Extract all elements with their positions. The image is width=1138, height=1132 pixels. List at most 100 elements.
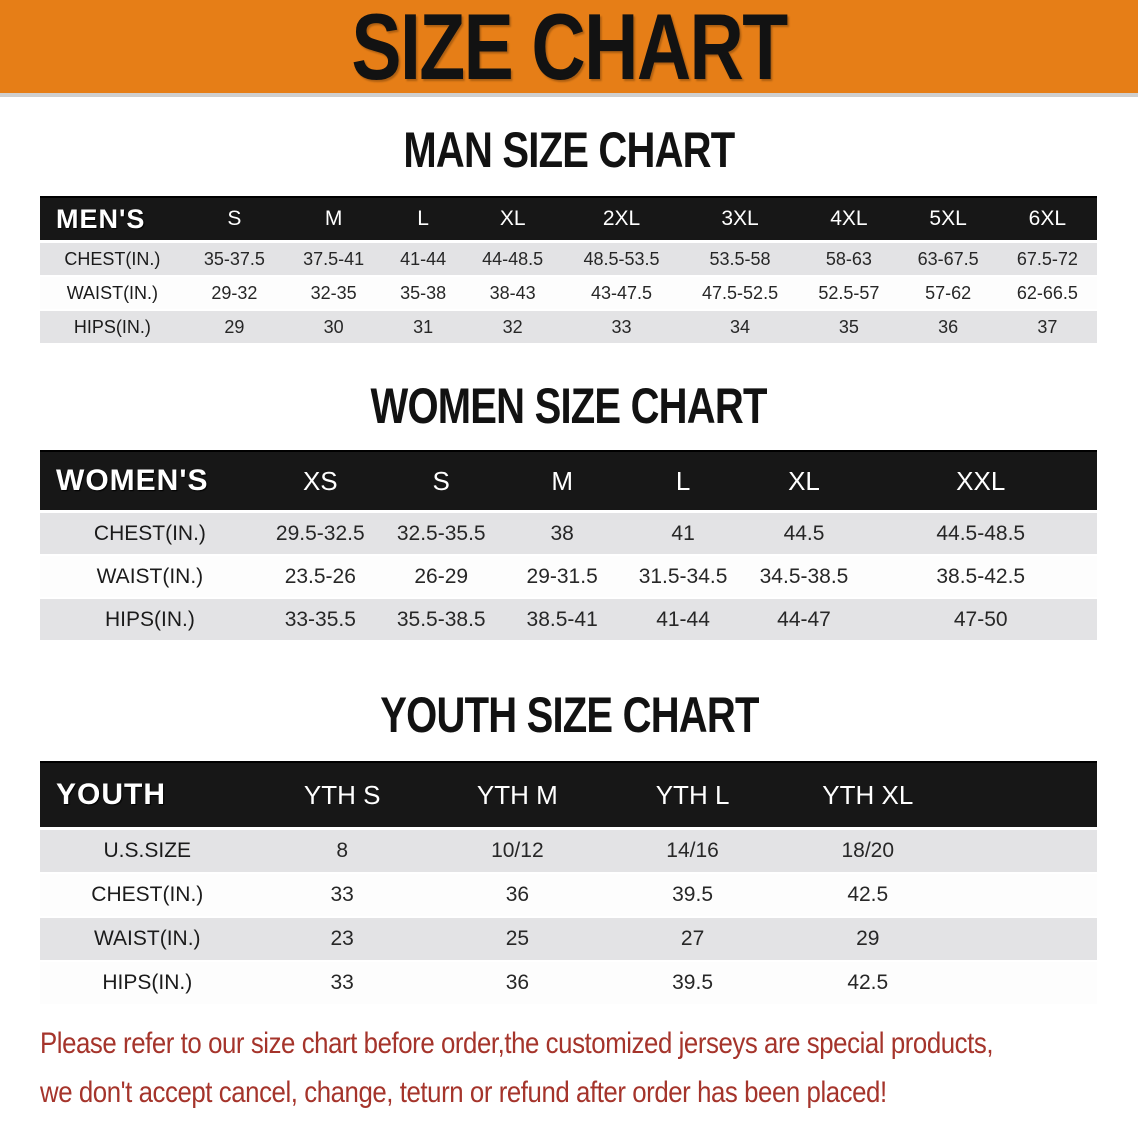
banner: SIZE CHART	[0, 0, 1138, 97]
size-value-cell: 29	[780, 918, 956, 962]
size-column-header: YTH XL	[780, 761, 956, 830]
size-value-cell: 25	[429, 918, 605, 962]
table-row: WAIST(IN.) 29-32 32-35 35-38 38-43 43-47.5 47.…	[40, 277, 1097, 311]
youth-chart-title: YOUTH SIZE CHART	[379, 687, 759, 743]
size-value-cell: 35-38	[383, 277, 464, 311]
size-column-header: 5XL	[898, 196, 998, 243]
size-column-header: 6XL	[997, 196, 1097, 243]
size-value-cell: 32-35	[284, 277, 384, 311]
size-value-cell: 52.5-57	[799, 277, 899, 311]
youth-table-corner-label: YOUTH	[40, 761, 255, 830]
size-value-cell: 32.5-35.5	[380, 513, 502, 556]
size-value-cell: 36	[898, 311, 998, 345]
men-size-chart-section: MAN SIZE CHART MEN'S S M L XL 2XL 3XL 4XL 5XL 6X…	[0, 123, 1138, 345]
size-value-cell: 33	[254, 874, 430, 918]
men-table-corner-label: MEN'S	[40, 196, 185, 243]
disclaimer: Please refer to our size chart before or…	[40, 1022, 1138, 1120]
size-value-cell: 63-67.5	[898, 243, 998, 277]
size-value-cell: 31	[383, 311, 464, 345]
row-label: HIPS(IN.)	[40, 962, 255, 1006]
size-value-cell: 33	[562, 311, 681, 345]
size-column-header: 4XL	[799, 196, 899, 243]
size-value-cell: 34.5-38.5	[743, 556, 865, 599]
table-row: CHEST(IN.) 33 36 39.5 42.5	[40, 874, 1097, 918]
size-value-cell: 44-47	[743, 599, 865, 642]
size-value-cell: 29.5-32.5	[259, 513, 381, 556]
size-value-cell: 44.5	[743, 513, 865, 556]
size-column-header: M	[501, 450, 623, 513]
row-label: CHEST(IN.)	[40, 874, 255, 918]
men-chart-title: MAN SIZE CHART	[403, 122, 735, 178]
size-value-cell: 47.5-52.5	[680, 277, 800, 311]
size-column-header: YTH M	[429, 761, 605, 830]
size-column-header: S	[184, 196, 284, 243]
table-header-row: WOMEN'S XS S M L XL XXL	[40, 450, 1097, 513]
size-value-cell: 42.5	[780, 962, 956, 1006]
women-chart-title: WOMEN SIZE CHART	[370, 378, 768, 434]
table-header-row: MEN'S S M L XL 2XL 3XL 4XL 5XL 6XL	[40, 196, 1097, 243]
disclaimer-line-2: we don't accept cancel, change, teturn o…	[40, 1076, 887, 1109]
size-value-cell: 35-37.5	[184, 243, 284, 277]
size-value-cell: 18/20	[780, 830, 956, 874]
spacer-cell	[955, 874, 1097, 918]
size-value-cell: 62-66.5	[997, 277, 1097, 311]
spacer-cell	[955, 918, 1097, 962]
size-value-cell: 10/12	[429, 830, 605, 874]
row-label: WAIST(IN.)	[40, 556, 260, 599]
size-column-header: 2XL	[562, 196, 681, 243]
row-label: HIPS(IN.)	[40, 599, 260, 642]
row-label: HIPS(IN.)	[40, 311, 185, 345]
row-label: CHEST(IN.)	[40, 513, 260, 556]
size-value-cell: 29	[184, 311, 284, 345]
youth-size-chart-section: YOUTH SIZE CHART YOUTH YTH S YTH M YTH L YT…	[0, 688, 1138, 1006]
size-value-cell: 14/16	[604, 830, 781, 874]
size-column-header: YTH S	[254, 761, 430, 830]
size-value-cell: 33	[254, 962, 430, 1006]
size-value-cell: 29-32	[184, 277, 284, 311]
row-label: U.S.SIZE	[40, 830, 255, 874]
size-value-cell: 23.5-26	[259, 556, 381, 599]
size-value-cell: 53.5-58	[680, 243, 800, 277]
size-value-cell: 35	[799, 311, 899, 345]
size-column-header: L	[622, 450, 744, 513]
size-value-cell: 41	[622, 513, 744, 556]
disclaimer-line-1: Please refer to our size chart before or…	[40, 1027, 994, 1060]
page-title: SIZE CHART	[351, 0, 788, 99]
table-row: U.S.SIZE 8 10/12 14/16 18/20	[40, 830, 1097, 874]
size-value-cell: 37	[997, 311, 1097, 345]
table-row: HIPS(IN.) 29 30 31 32 33 34 35 36 37	[40, 311, 1097, 345]
size-value-cell: 47-50	[864, 599, 1097, 642]
size-value-cell: 44.5-48.5	[864, 513, 1097, 556]
table-row: CHEST(IN.) 29.5-32.5 32.5-35.5 38 41 44.5 44.5…	[40, 513, 1097, 556]
size-value-cell: 58-63	[799, 243, 899, 277]
size-value-cell: 42.5	[780, 874, 956, 918]
spacer-cell	[955, 761, 1097, 830]
table-row: CHEST(IN.) 35-37.5 37.5-41 41-44 44-48.5 48.5…	[40, 243, 1097, 277]
size-value-cell: 67.5-72	[997, 243, 1097, 277]
size-value-cell: 41-44	[383, 243, 464, 277]
table-row: WAIST(IN.) 23.5-26 26-29 29-31.5 31.5-34.5 34…	[40, 556, 1097, 599]
size-value-cell: 37.5-41	[284, 243, 384, 277]
size-value-cell: 48.5-53.5	[562, 243, 681, 277]
size-column-header: L	[383, 196, 464, 243]
size-value-cell: 57-62	[898, 277, 998, 311]
size-value-cell: 38-43	[463, 277, 563, 311]
size-column-header: 3XL	[680, 196, 800, 243]
size-column-header: YTH L	[604, 761, 781, 830]
size-column-header: M	[284, 196, 384, 243]
size-value-cell: 38.5-42.5	[864, 556, 1097, 599]
size-value-cell: 26-29	[380, 556, 502, 599]
size-column-header: XL	[743, 450, 865, 513]
row-label: WAIST(IN.)	[40, 918, 255, 962]
table-row: WAIST(IN.) 23 25 27 29	[40, 918, 1097, 962]
size-value-cell: 41-44	[622, 599, 744, 642]
size-value-cell: 38.5-41	[501, 599, 623, 642]
size-value-cell: 31.5-34.5	[622, 556, 744, 599]
men-size-table: MEN'S S M L XL 2XL 3XL 4XL 5XL 6XL CHEST(IN.) 35-…	[40, 196, 1097, 345]
row-label: WAIST(IN.)	[40, 277, 185, 311]
size-value-cell: 32	[463, 311, 563, 345]
size-column-header: XXL	[864, 450, 1097, 513]
women-size-chart-section: WOMEN SIZE CHART WOMEN'S XS S M L XL XXL CHES…	[0, 379, 1138, 642]
size-column-header: XS	[259, 450, 381, 513]
spacer-cell	[955, 830, 1097, 874]
